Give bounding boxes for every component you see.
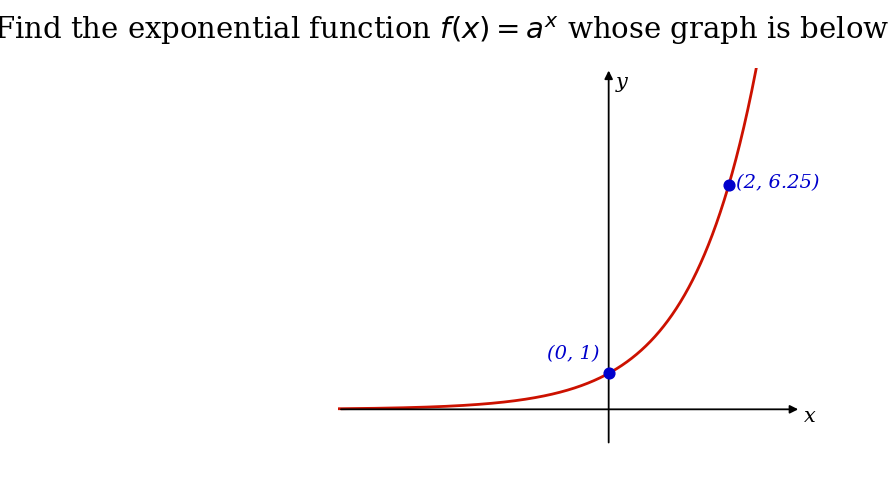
Text: y: y <box>616 73 627 92</box>
Text: (2, 6.25): (2, 6.25) <box>736 174 820 192</box>
Point <box>722 181 736 188</box>
Text: Find the exponential function $f(x) = a^x$ whose graph is below.: Find the exponential function $f(x) = a^… <box>0 15 890 47</box>
Text: x: x <box>804 407 816 426</box>
Text: (0, 1): (0, 1) <box>547 345 600 363</box>
Point <box>602 369 616 377</box>
